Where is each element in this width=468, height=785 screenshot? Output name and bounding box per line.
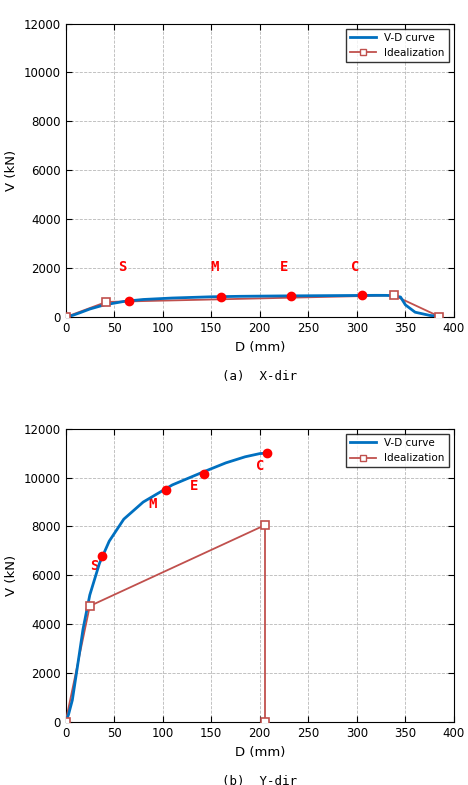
V-D curve — [208, 292, 214, 301]
V-D curve — [391, 291, 396, 301]
V-D curve — [97, 558, 102, 568]
V-D curve — [169, 294, 175, 303]
V-D curve — [121, 297, 126, 306]
V-D curve — [238, 291, 243, 301]
V-D curve — [242, 452, 248, 462]
V-D curve — [398, 292, 403, 301]
V-D curve — [74, 663, 80, 673]
Legend: V-D curve, Idealization: V-D curve, Idealization — [346, 29, 449, 62]
V-D curve — [63, 312, 68, 322]
Line: V-D curve: V-D curve — [66, 295, 439, 317]
V-D curve — [276, 291, 282, 301]
X-axis label: D (mm): D (mm) — [234, 341, 285, 353]
V-D curve — [140, 498, 146, 507]
V-D curve — [87, 590, 93, 600]
Text: C: C — [351, 261, 359, 274]
V-D curve — [66, 710, 71, 720]
V-D curve — [402, 300, 408, 309]
V-D curve — [373, 290, 379, 300]
Y-axis label: V (kN): V (kN) — [5, 555, 18, 596]
V-D curve — [121, 514, 126, 524]
V-D curve — [80, 625, 86, 634]
V-D curve — [140, 295, 146, 305]
X-axis label: D (mm): D (mm) — [234, 746, 285, 758]
Text: C: C — [256, 458, 264, 473]
Text: E: E — [190, 480, 198, 494]
V-D curve — [427, 311, 432, 320]
Text: M: M — [149, 497, 157, 510]
V-D curve — [102, 300, 107, 309]
Legend: V-D curve, Idealization: V-D curve, Idealization — [346, 434, 449, 467]
V-D curve — [169, 480, 175, 490]
V-D curve — [71, 310, 76, 319]
V-D curve — [70, 696, 75, 705]
V-D curve — [383, 290, 389, 300]
V-D curve — [223, 458, 228, 468]
Y-axis label: V (kN): V (kN) — [5, 150, 18, 191]
V-D curve — [63, 717, 68, 727]
V-D curve — [87, 305, 93, 314]
V-D curve — [437, 312, 442, 321]
V-D curve — [77, 308, 83, 317]
Line: V-D curve: V-D curve — [66, 453, 267, 722]
V-D curve — [106, 536, 112, 546]
V-D curve — [257, 449, 263, 458]
V-D curve — [412, 308, 418, 317]
V-D curve — [354, 290, 359, 300]
V-D curve — [66, 312, 71, 321]
V-D curve — [198, 468, 204, 477]
Text: E: E — [280, 261, 288, 274]
Text: M: M — [210, 261, 218, 274]
Text: S: S — [117, 261, 126, 274]
V-D curve — [264, 448, 270, 458]
Text: (b)  Y-dir: (b) Y-dir — [222, 775, 297, 785]
Text: S: S — [90, 559, 99, 573]
Text: (a)  X-dir: (a) X-dir — [222, 370, 297, 383]
V-D curve — [315, 291, 321, 301]
